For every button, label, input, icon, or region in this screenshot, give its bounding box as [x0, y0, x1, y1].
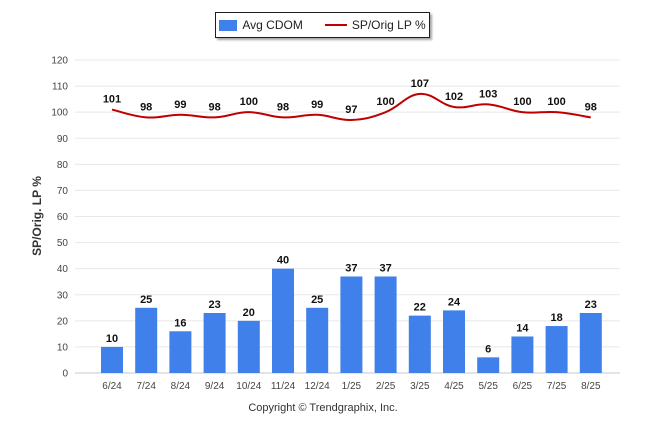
legend-label-sp-orig-lp: SP/Orig LP %: [351, 18, 426, 32]
y-tick-label: 120: [51, 56, 68, 67]
x-tick-label: 4/25: [444, 381, 464, 392]
legend-swatch-sp-orig-lp: [324, 24, 347, 26]
bar-data-label: 14: [516, 322, 529, 334]
x-tick-label: 2/25: [376, 381, 396, 392]
line-data-label: 100: [513, 96, 531, 108]
bar-data-label: 16: [174, 317, 186, 329]
x-tick-label: 12/24: [305, 381, 330, 392]
y-tick-label: 30: [57, 290, 69, 301]
copyright-text: Copyright © Trendgraphix, Inc.: [248, 402, 398, 414]
bar-3-25: [408, 315, 431, 373]
bar-10-24: [237, 320, 260, 373]
x-tick-label: 3/25: [410, 381, 430, 392]
x-tick-label: 11/24: [271, 381, 296, 392]
y-tick-label: 110: [52, 82, 68, 93]
line-data-label: 102: [445, 91, 463, 103]
bar-data-label: 10: [106, 333, 118, 345]
bar-7-25: [545, 326, 568, 373]
line-data-label: 103: [479, 88, 497, 100]
x-tick-label: 10/24: [236, 381, 261, 392]
y-tick-label: 0: [62, 369, 68, 380]
y-tick-label: 60: [57, 212, 69, 223]
bar-8-24: [169, 331, 192, 373]
x-tick-label: 1/25: [342, 381, 362, 392]
line-data-label: 100: [376, 96, 394, 108]
bar-data-label: 37: [379, 262, 391, 274]
line-data-label: 98: [208, 101, 220, 113]
bar-data-label: 22: [414, 302, 426, 314]
y-tick-label: 80: [57, 160, 69, 171]
bar-4-25: [443, 310, 465, 373]
x-tick-label: 7/25: [547, 381, 567, 392]
bar-data-label: 25: [140, 294, 152, 306]
legend-item-avg-cdom[interactable]: Avg CDOM: [219, 18, 303, 32]
x-tick-label: 7/24: [136, 381, 156, 392]
legend-swatch-avg-cdom: [219, 19, 238, 31]
bar-data-label: 37: [345, 262, 357, 274]
line-data-label: 98: [140, 101, 152, 113]
x-tick-label: 6/25: [513, 381, 533, 392]
bar-6-25: [511, 336, 534, 373]
series-line-sp-orig-lp: [111, 92, 591, 121]
bar-11-24: [272, 268, 294, 373]
x-tick-label: 9/24: [205, 381, 225, 392]
y-tick-label: 10: [57, 342, 69, 353]
y-tick-label: 100: [51, 108, 68, 119]
legend-item-sp-orig-lp[interactable]: SP/Orig LP %: [324, 18, 426, 32]
bar-data-label: 6: [485, 343, 491, 355]
y-tick-label: 70: [57, 186, 69, 197]
line-data-label: 99: [174, 99, 186, 111]
bar-5-25: [477, 357, 500, 373]
bar-data-label: 23: [208, 299, 220, 311]
x-tick-label: 5/25: [478, 381, 498, 392]
bar-1-25: [340, 276, 363, 373]
x-tick-label: 8/24: [171, 381, 191, 392]
line-data-label: 99: [311, 99, 323, 111]
x-tick-label: 8/25: [581, 381, 601, 392]
legend-label-avg-cdom: Avg CDOM: [242, 18, 303, 32]
line-data-label: 100: [547, 96, 565, 108]
bar-data-label: 40: [277, 255, 289, 267]
bar-6-24: [101, 346, 123, 373]
bar-data-label: 24: [448, 296, 461, 308]
line-data-label: 101: [103, 94, 121, 106]
bar-2-25: [374, 276, 397, 373]
bar-12-24: [306, 307, 329, 373]
y-tick-label: 50: [57, 238, 69, 249]
line-data-label: 97: [345, 104, 357, 116]
y-axis-title: SP/Orig. LP %: [30, 176, 44, 256]
bar-data-label: 20: [243, 307, 255, 319]
y-tick-label: 90: [57, 134, 69, 145]
line-data-label: 98: [277, 101, 289, 113]
bar-data-label: 23: [585, 299, 597, 311]
bar-8-25: [579, 313, 602, 373]
line-data-label: 98: [585, 101, 597, 113]
bar-9-24: [203, 313, 226, 373]
bar-data-label: 18: [550, 312, 562, 324]
line-data-label: 107: [411, 78, 429, 90]
y-tick-label: 40: [57, 264, 69, 275]
bar-data-label: 25: [311, 294, 323, 306]
legend: Avg CDOM SP/Orig LP %: [215, 12, 430, 38]
bar-7-24: [135, 307, 158, 373]
y-tick-label: 20: [57, 316, 69, 327]
x-tick-label: 6/24: [102, 381, 122, 392]
line-data-label: 100: [240, 96, 258, 108]
